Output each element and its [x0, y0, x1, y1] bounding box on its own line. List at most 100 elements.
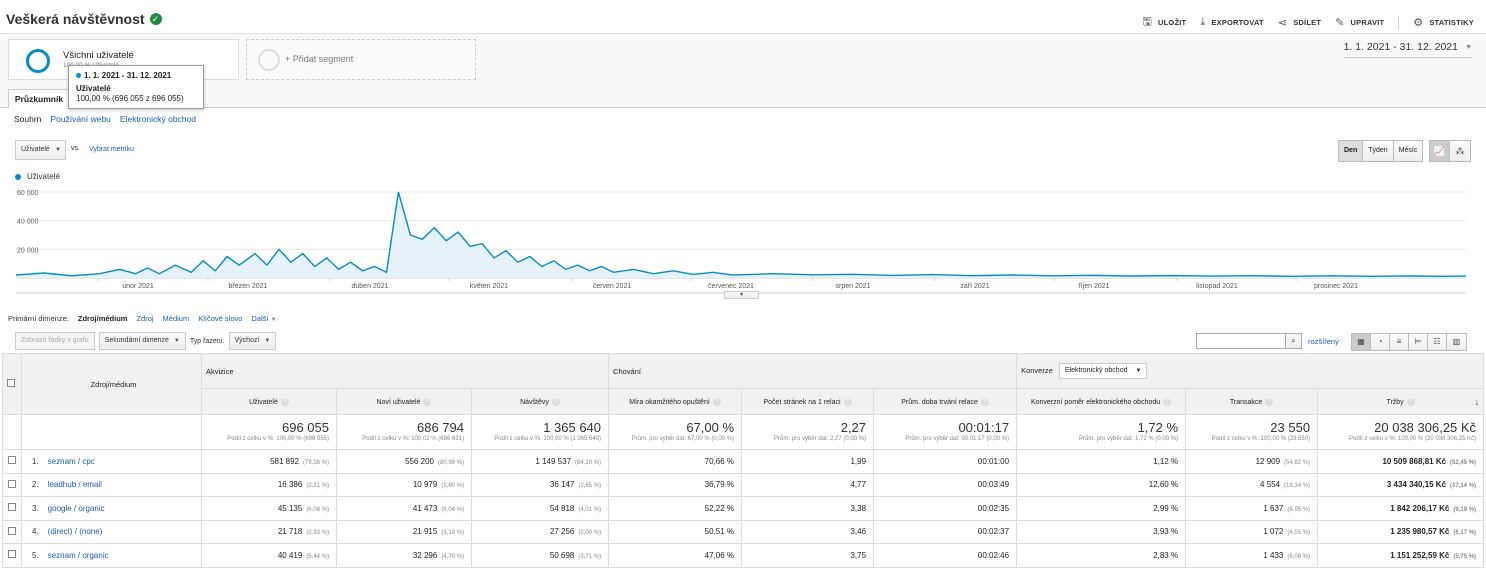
header-actions: 🖫 ULOŽIT ⤓ EXPORTOVAT ⋖ SDÍLET ✎ UPRAVIT ⚙ ST… — [1142, 13, 1474, 32]
line-chart-icon[interactable]: 📈 — [1430, 141, 1450, 161]
subtab-ecommerce[interactable]: Elektronický obchod — [119, 114, 196, 124]
col-transactions[interactable]: Transakce? — [1185, 388, 1319, 415]
subtab-summary[interactable]: Souhrn — [14, 114, 42, 124]
cell-pct: (2,21 %) — [306, 483, 329, 490]
select-metric-link[interactable]: Vybrat metriku — [89, 146, 134, 153]
dim-keyword[interactable]: Klíčové slovo — [198, 314, 243, 323]
table-row[interactable]: 1. seznam / cpc 581 892 (78,38 %) 556 200 (80… — [2, 449, 1485, 474]
col-ecommerce-conversion-rate[interactable]: Konverzní poměr elektronického obchodu? — [1016, 388, 1187, 415]
users-chart[interactable]: 60 000 40 000 20 000 únor 2021 březen 2021 du… — [0, 180, 1486, 295]
source-medium-link[interactable]: seznam / organic — [47, 550, 109, 560]
x-tick-label: březen 2021 — [229, 283, 268, 290]
chart-resize-handle[interactable]: ▾ — [724, 291, 759, 299]
help-icon[interactable]: ? — [423, 397, 432, 406]
conversion-select[interactable]: Elektronický obchod ▼ — [1058, 363, 1148, 379]
sort-desc-icon: ↓ — [1474, 397, 1480, 407]
edit-button[interactable]: ✎ UPRAVIT — [1335, 16, 1384, 29]
conv-cell: 1,12 % — [1016, 449, 1187, 474]
dim-source[interactable]: Zdroj — [136, 314, 154, 323]
pages-cell: 1,99 — [741, 449, 875, 474]
cell-value: 52,22 % — [704, 503, 735, 513]
table-search-input[interactable]: ⌕ — [1196, 333, 1302, 349]
period-day-button[interactable]: Den — [1339, 141, 1364, 161]
dim-more[interactable]: Další ▼ — [251, 314, 276, 323]
row-checkbox[interactable] — [8, 550, 16, 559]
metric-select[interactable]: Uživatelé ▼ — [15, 140, 66, 160]
help-icon[interactable]: ? — [1265, 397, 1274, 406]
table-row[interactable]: 2. leadhub / email 16 386 (2,21 %) 10 979 (1,… — [2, 472, 1485, 497]
dim-source-medium[interactable]: Zdroj/médium — [77, 314, 128, 323]
help-icon[interactable]: ? — [1163, 397, 1172, 406]
insights-button[interactable]: ⚙ STATISTIKY — [1413, 16, 1474, 29]
plot-rows-button[interactable]: Zobrazit řádky v grafu — [15, 332, 95, 350]
total-value: 1 365 640 — [543, 420, 602, 435]
pivot-view-icon[interactable]: ▥ — [1447, 334, 1466, 350]
save-label: ULOŽIT — [1158, 18, 1187, 27]
row-checkbox[interactable] — [8, 503, 16, 512]
x-tick-label: říjen 2021 — [1078, 283, 1109, 290]
row-checkbox[interactable] — [8, 479, 16, 488]
cell-value: 00:02:35 — [977, 503, 1010, 513]
period-week-button[interactable]: Týden — [1363, 141, 1394, 161]
tab-explorer[interactable]: Průzkumník — [8, 89, 70, 108]
period-month-button[interactable]: Měsíc — [1393, 141, 1423, 161]
date-range-picker[interactable]: 1. 1. 2021 - 31. 12. 2021 ▼ — [1343, 41, 1472, 58]
row-index: 4. — [32, 527, 39, 537]
row-checkbox[interactable] — [8, 526, 16, 535]
col-sessions[interactable]: Návštěvy? — [470, 388, 610, 415]
metric-select-label: Uživatelé — [21, 146, 50, 153]
secondary-dimension-select[interactable]: Sekundární dimenze ▼ — [98, 332, 186, 350]
x-tick-label: duben 2021 — [352, 283, 389, 290]
motion-chart-icon[interactable]: ⁂ — [1450, 141, 1470, 161]
cell-value: 3,75 — [850, 550, 867, 560]
col-pages-per-session[interactable]: Počet stránek na 1 relaci? — [741, 388, 875, 415]
row-checkbox[interactable] — [8, 456, 16, 465]
table-row[interactable]: 3. google / organic 45 135 (6,08 %) 41 473 (6… — [2, 496, 1485, 521]
sort-type-value: Výchozí — [234, 337, 260, 344]
subtab-site-usage[interactable]: Používání webu — [50, 114, 111, 124]
col-revenue[interactable]: Tržby? ↓ — [1317, 388, 1485, 415]
help-icon[interactable]: ? — [980, 397, 989, 406]
col-avg-session-duration[interactable]: Prům. doba trvání relace? — [873, 388, 1018, 415]
primary-dimension-label: Primární dimenze: — [8, 314, 69, 323]
comparison-view-icon[interactable]: ⊨ — [1409, 334, 1428, 350]
dim-medium[interactable]: Médium — [162, 314, 190, 323]
select-all-checkbox[interactable] — [7, 379, 15, 387]
total-cell: 00:01:17 Prům. pro výběr dat: 00:01:17 (0… — [873, 414, 1018, 450]
help-icon[interactable]: ? — [712, 397, 721, 406]
source-medium-link[interactable]: google / organic — [47, 503, 105, 513]
table-row[interactable]: 4. (direct) / (none) 21 718 (2,93 %) 21 915(… — [2, 519, 1485, 544]
total-cell: 23 550 Podíl z celku v %: 100,00 % (23 55… — [1185, 414, 1319, 450]
total-value: 67,00 % — [686, 420, 735, 435]
cell-value: 1,12 % — [1153, 456, 1179, 466]
term-cloud-view-icon[interactable]: ☷ — [1428, 334, 1447, 350]
help-icon[interactable]: ? — [843, 397, 852, 406]
data-view-icon[interactable]: ▦ — [1352, 334, 1371, 350]
help-icon[interactable]: ? — [280, 397, 289, 406]
col-new-users[interactable]: Noví uživatelé? — [336, 388, 472, 415]
source-medium-link[interactable]: leadhub / email — [47, 480, 102, 490]
help-icon[interactable]: ? — [1406, 397, 1415, 406]
cell-pct: (5,44 %) — [306, 553, 329, 560]
performance-view-icon[interactable]: ≡ — [1390, 334, 1409, 350]
cell-pct: (19,34 %) — [1284, 483, 1311, 490]
table-row[interactable]: 5. seznam / organic 40 419 (5,44 %) 32 296 (4… — [2, 543, 1485, 568]
percentage-view-icon[interactable]: ◔ — [1371, 334, 1390, 350]
source-medium-link[interactable]: seznam / cpc — [47, 456, 95, 466]
save-button[interactable]: 🖫 ULOŽIT — [1142, 13, 1186, 32]
share-button[interactable]: ⋖ SDÍLET — [1278, 16, 1321, 29]
search-icon[interactable]: ⌕ — [1285, 334, 1301, 348]
help-icon[interactable]: ? — [551, 397, 560, 406]
col-users[interactable]: Uživatelé? — [201, 388, 337, 415]
col-bounce-rate[interactable]: Míra okamžitého opuštění? — [608, 388, 743, 415]
advanced-filter-link[interactable]: rozšířený — [1308, 337, 1339, 346]
series-dot-icon — [15, 173, 21, 180]
source-medium-link[interactable]: (direct) / (none) — [47, 527, 103, 537]
add-segment-button[interactable]: + Přidat segment — [246, 39, 476, 80]
cell-value: 1 235 980,57 Kč — [1390, 527, 1450, 537]
sort-type-select[interactable]: Výchozí ▼ — [228, 332, 277, 350]
chevron-down-icon: ▼ — [264, 338, 271, 344]
cell-value: 36 147 — [549, 480, 575, 490]
dimension-header[interactable]: Zdroj/médium — [21, 353, 202, 415]
export-button[interactable]: ⤓ EXPORTOVAT — [1200, 16, 1264, 29]
